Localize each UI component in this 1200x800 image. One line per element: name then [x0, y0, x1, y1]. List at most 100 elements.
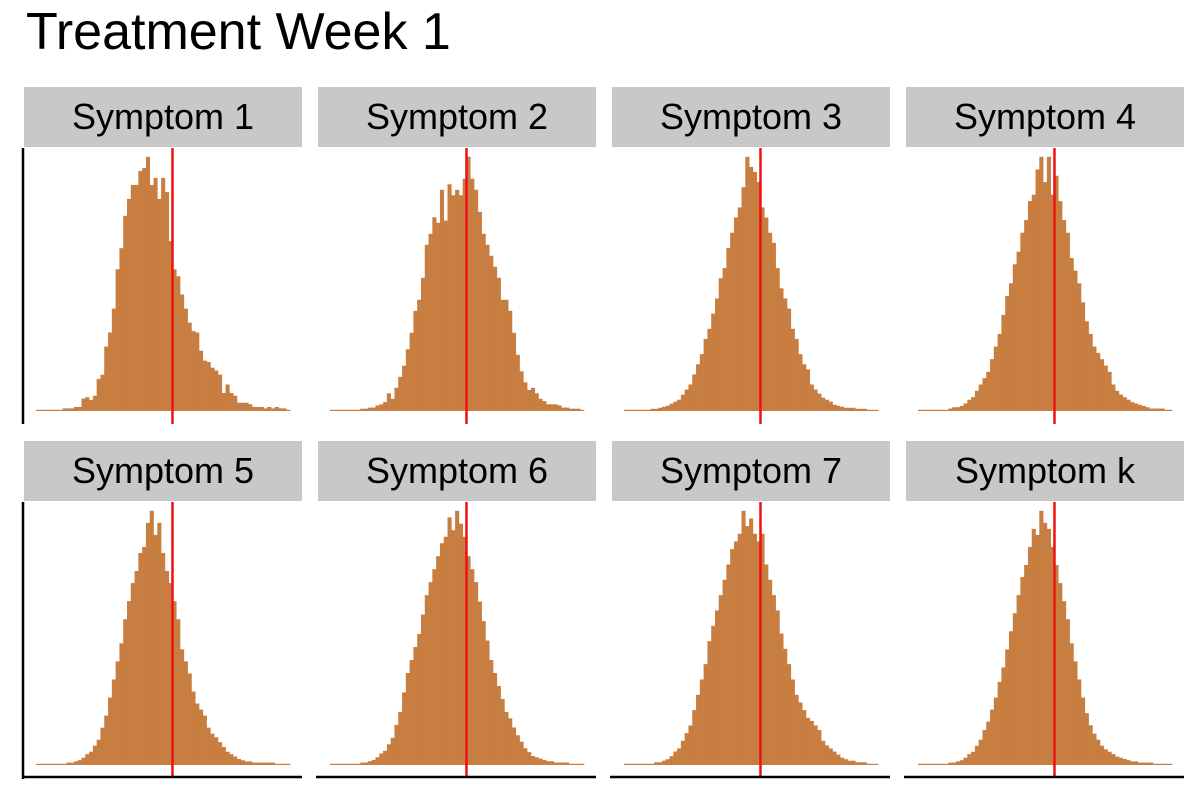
- histogram-panel-5: [21, 502, 302, 779]
- histogram-bar: [1096, 739, 1101, 765]
- histogram-bar: [692, 710, 697, 765]
- histogram-bar: [157, 522, 162, 765]
- histogram-bar: [1069, 258, 1074, 411]
- histogram-bar: [364, 762, 369, 765]
- histogram-bar: [798, 354, 803, 411]
- histogram-bar: [714, 298, 720, 411]
- histogram-bar: [375, 757, 380, 765]
- histogram-bar: [936, 409, 942, 411]
- histogram-bar: [986, 371, 991, 411]
- histogram-bar: [929, 409, 934, 411]
- histogram-bar: [1118, 394, 1124, 411]
- histogram-bar: [1134, 761, 1139, 765]
- histogram-bar: [210, 367, 215, 411]
- histogram-bar: [809, 384, 814, 411]
- histogram-bar: [161, 552, 166, 765]
- histogram-bar: [420, 277, 426, 411]
- histogram-bar: [81, 398, 86, 411]
- histogram-bar: [813, 725, 818, 765]
- histogram-bar: [1081, 302, 1086, 411]
- histogram-bar: [356, 409, 361, 411]
- histogram-bar: [443, 536, 448, 765]
- histogram-bar: [771, 595, 776, 765]
- histogram-bar: [379, 753, 384, 765]
- histogram-bar: [967, 754, 972, 765]
- histogram-bar: [665, 405, 670, 411]
- histogram-bar: [855, 408, 860, 411]
- histogram-bar: [921, 409, 926, 411]
- histogram-bar: [805, 369, 811, 411]
- histogram-bar: [92, 395, 97, 411]
- histogram-bar: [851, 407, 856, 411]
- histogram-bar: [1008, 631, 1014, 765]
- panel-strip-1: Symptom 1: [24, 87, 302, 147]
- histogram-bar: [386, 393, 391, 411]
- histogram-bar: [89, 399, 94, 411]
- histogram-bar: [692, 374, 697, 411]
- histogram-bar: [1050, 194, 1055, 411]
- histogram-bar: [36, 763, 41, 765]
- histogram-bar: [741, 187, 746, 411]
- histogram-bar: [229, 392, 234, 411]
- histogram-bar: [642, 763, 648, 765]
- histogram-bar: [1134, 403, 1139, 412]
- histogram-bar: [787, 308, 792, 411]
- histogram-bar: [413, 310, 418, 411]
- histogram-bar: [462, 536, 467, 765]
- histogram-bar: [134, 184, 139, 411]
- histogram-bar: [164, 571, 169, 765]
- histogram-bar: [168, 583, 173, 765]
- histogram-bar: [1088, 725, 1093, 765]
- histogram-bar: [963, 403, 968, 412]
- histogram-bar: [733, 217, 739, 411]
- histogram-bar: [1084, 321, 1089, 411]
- histogram-bar: [646, 409, 651, 411]
- histogram-bar: [775, 268, 780, 411]
- histogram-bar: [500, 299, 505, 411]
- histogram-bar: [635, 409, 640, 411]
- histogram-bar: [123, 619, 128, 765]
- histogram-bar: [990, 709, 995, 765]
- histogram-bar: [859, 762, 864, 765]
- histogram-bar: [921, 763, 926, 765]
- histogram-bar: [756, 541, 761, 765]
- histogram-bar: [225, 384, 230, 411]
- histogram-bar: [481, 621, 486, 765]
- histogram-bar: [1031, 528, 1036, 765]
- histogram-bar: [337, 763, 342, 765]
- histogram-bar: [455, 510, 460, 765]
- histogram-bar: [436, 556, 441, 765]
- histogram-bar: [85, 754, 90, 765]
- histogram-bar: [779, 288, 784, 411]
- histogram-bar: [1043, 182, 1048, 411]
- histogram-panel-6: [316, 502, 596, 779]
- histogram-bar: [221, 746, 226, 765]
- histogram-bar: [840, 757, 845, 765]
- histogram-bar: [70, 762, 75, 765]
- histogram-bar: [1084, 713, 1089, 765]
- histogram-bar: [967, 399, 972, 411]
- histogram-bar: [639, 763, 644, 765]
- histogram-bar: [1088, 333, 1093, 411]
- histogram-bar: [534, 757, 539, 765]
- histogram-bar: [172, 269, 177, 411]
- histogram-bar: [123, 215, 128, 411]
- histogram-bar: [333, 409, 338, 411]
- histogram-bar: [409, 660, 414, 765]
- histogram-bar: [398, 376, 403, 411]
- histogram-bar: [680, 740, 685, 765]
- histogram-bar: [432, 217, 437, 411]
- histogram-bar: [504, 711, 509, 765]
- histogram-bar: [1099, 359, 1105, 411]
- histogram-bar: [39, 763, 44, 765]
- histogram-bar: [1160, 763, 1165, 765]
- histogram-bar: [371, 407, 376, 411]
- histogram-bar: [345, 763, 350, 765]
- histogram-bar: [1054, 175, 1059, 411]
- histogram-bar: [974, 745, 979, 765]
- histogram-bar: [248, 404, 253, 411]
- histogram-bar: [538, 758, 543, 765]
- histogram-bar: [1092, 346, 1097, 411]
- histogram-bar: [420, 614, 426, 765]
- histogram-bar: [542, 401, 547, 411]
